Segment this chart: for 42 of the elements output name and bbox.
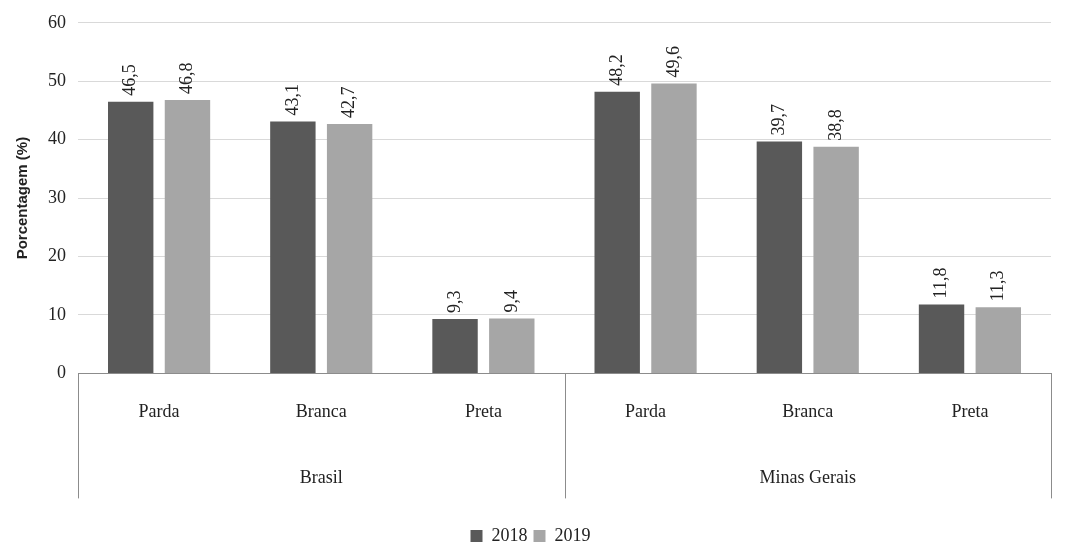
bar	[489, 318, 535, 373]
x-tick-label: Parda	[625, 400, 667, 421]
data-label: 11,8	[930, 267, 951, 299]
data-label: 49,6	[662, 46, 683, 78]
bar	[975, 307, 1021, 373]
data-label: 9,4	[500, 289, 521, 313]
bar	[270, 121, 316, 373]
bar	[432, 319, 478, 373]
data-label: 42,7	[338, 86, 359, 118]
text: Minas Gerais	[759, 467, 856, 488]
x-tick-label: Preta	[951, 400, 989, 421]
y-tick-label: 10	[48, 303, 66, 324]
data-label: 9,3	[443, 290, 464, 314]
bar	[813, 146, 859, 373]
x-tick-label: Parda	[138, 400, 180, 421]
y-tick-label: 0	[57, 362, 66, 383]
text: Brasil	[299, 467, 343, 488]
data-label: 48,2	[605, 54, 626, 86]
data-label: 11,3	[987, 270, 1008, 302]
bar	[918, 304, 965, 373]
data-label: 46,5	[119, 64, 140, 96]
y-tick-label: 60	[48, 11, 66, 32]
data-label: 46,8	[176, 62, 197, 94]
y-tick-label: 30	[48, 186, 66, 207]
bar	[108, 101, 154, 373]
bar	[594, 91, 640, 373]
legend-label: 2019	[554, 524, 591, 545]
data-label: 43,1	[281, 84, 302, 116]
legend-label: 2018	[491, 524, 528, 545]
y-tick-label: 40	[48, 128, 66, 149]
y-tick-label: 20	[48, 245, 66, 266]
x-tick-label: Branca	[295, 400, 347, 421]
bar	[651, 83, 697, 373]
data-label: 38,8	[824, 109, 845, 141]
bar	[326, 123, 373, 373]
bar	[164, 99, 211, 373]
x-tick-label: Preta	[464, 400, 502, 421]
y-axis-title: Porcentagem (%)	[13, 136, 31, 260]
bar	[756, 141, 803, 373]
x-tick-label: Branca	[782, 400, 834, 421]
data-label: 39,7	[768, 103, 789, 136]
y-tick-label: 50	[48, 69, 66, 90]
